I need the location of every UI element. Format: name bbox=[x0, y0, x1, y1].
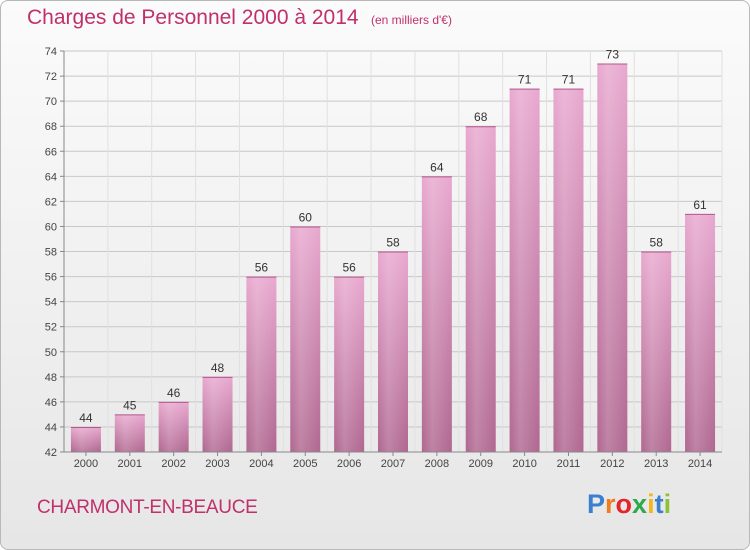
x-tick-label: 2002 bbox=[161, 458, 185, 470]
proxiti-logo: Proxiti bbox=[587, 489, 671, 520]
bar-highlight bbox=[509, 88, 540, 452]
axes: 42 44 46 48 50 52 54 56 58 60 62 64 66 68 70 72 74 2000 20… bbox=[45, 46, 722, 470]
bar-highlight bbox=[421, 176, 452, 452]
y-tick-label: 72 bbox=[45, 71, 57, 83]
bar-highlight bbox=[465, 126, 496, 452]
data-label: 56 bbox=[342, 261, 356, 275]
x-tick-label: 2008 bbox=[425, 458, 449, 470]
data-label: 46 bbox=[167, 386, 181, 400]
commune-name: CHARMONT-EN-BEAUCE bbox=[37, 497, 258, 518]
data-label: 68 bbox=[474, 110, 488, 124]
y-tick-label: 46 bbox=[45, 397, 57, 409]
x-tick-label: 2014 bbox=[688, 458, 712, 470]
x-tick-label: 2000 bbox=[74, 458, 98, 470]
y-tick-label: 44 bbox=[45, 422, 57, 434]
y-tick-label: 74 bbox=[45, 46, 57, 58]
data-label: 56 bbox=[255, 261, 269, 275]
data-label: 58 bbox=[386, 236, 400, 250]
bar-highlight bbox=[202, 376, 233, 452]
x-tick-label: 2009 bbox=[468, 458, 492, 470]
bar-highlight bbox=[597, 63, 628, 452]
y-tick-label: 52 bbox=[45, 322, 57, 334]
y-tick-label: 70 bbox=[45, 96, 57, 108]
bar-highlight bbox=[641, 251, 672, 452]
logo-letter: i bbox=[647, 489, 655, 519]
bars bbox=[70, 63, 716, 452]
data-label: 71 bbox=[562, 73, 576, 87]
logo-letter: o bbox=[615, 489, 633, 519]
x-tick-label: 2007 bbox=[381, 458, 405, 470]
y-tick-label: 42 bbox=[45, 447, 57, 459]
logo-letter: x bbox=[632, 489, 648, 519]
x-tick-label: 2006 bbox=[337, 458, 361, 470]
bar-highlight bbox=[114, 414, 145, 452]
y-tick-label: 60 bbox=[45, 221, 57, 233]
y-tick-label: 54 bbox=[45, 297, 57, 309]
bar-highlight bbox=[158, 401, 189, 452]
y-tick-label: 64 bbox=[45, 171, 57, 183]
data-label: 44 bbox=[79, 411, 93, 425]
y-tick-label: 66 bbox=[45, 146, 57, 158]
y-tick-label: 62 bbox=[45, 196, 57, 208]
logo-letter: r bbox=[605, 489, 616, 519]
logo-letter: t bbox=[654, 489, 664, 519]
x-tick-label: 2013 bbox=[644, 458, 668, 470]
data-label: 60 bbox=[299, 210, 313, 224]
bar-highlight bbox=[685, 213, 716, 452]
chart-subtitle: (en milliers d'€) bbox=[371, 13, 452, 27]
y-tick-label: 58 bbox=[45, 247, 57, 259]
y-tick-label: 48 bbox=[45, 372, 57, 384]
data-label: 71 bbox=[518, 73, 532, 87]
data-labels: 44 45 46 48 56 60 56 58 64 68 71 71 73 58 61 bbox=[79, 48, 707, 425]
x-tick-label: 2005 bbox=[293, 458, 317, 470]
data-label: 48 bbox=[211, 361, 225, 375]
chart-title: Charges de Personnel 2000 à 2014 bbox=[27, 6, 359, 29]
data-label: 61 bbox=[693, 198, 707, 212]
bar-highlight bbox=[290, 226, 321, 452]
bar-highlight bbox=[246, 276, 277, 452]
data-label: 58 bbox=[650, 236, 664, 250]
bar-highlight bbox=[70, 426, 101, 452]
x-tick-label: 2001 bbox=[118, 458, 142, 470]
y-tick-label: 56 bbox=[45, 272, 57, 284]
data-label: 73 bbox=[606, 48, 620, 62]
x-tick-label: 2011 bbox=[557, 458, 581, 470]
bar-highlight bbox=[334, 276, 365, 452]
x-tick-label: 2012 bbox=[600, 458, 624, 470]
bar-highlight bbox=[378, 251, 408, 452]
y-tick-label: 50 bbox=[45, 347, 57, 359]
x-tick-label: 2004 bbox=[249, 458, 273, 470]
logo-letter: i bbox=[663, 489, 672, 519]
data-label: 45 bbox=[123, 398, 137, 412]
x-tick-label: 2010 bbox=[512, 458, 536, 470]
y-tick-label: 68 bbox=[45, 121, 57, 133]
x-tick-label: 2003 bbox=[205, 458, 229, 470]
bar-highlight bbox=[553, 88, 584, 452]
logo-letter: P bbox=[587, 489, 606, 519]
data-label: 64 bbox=[430, 160, 444, 174]
